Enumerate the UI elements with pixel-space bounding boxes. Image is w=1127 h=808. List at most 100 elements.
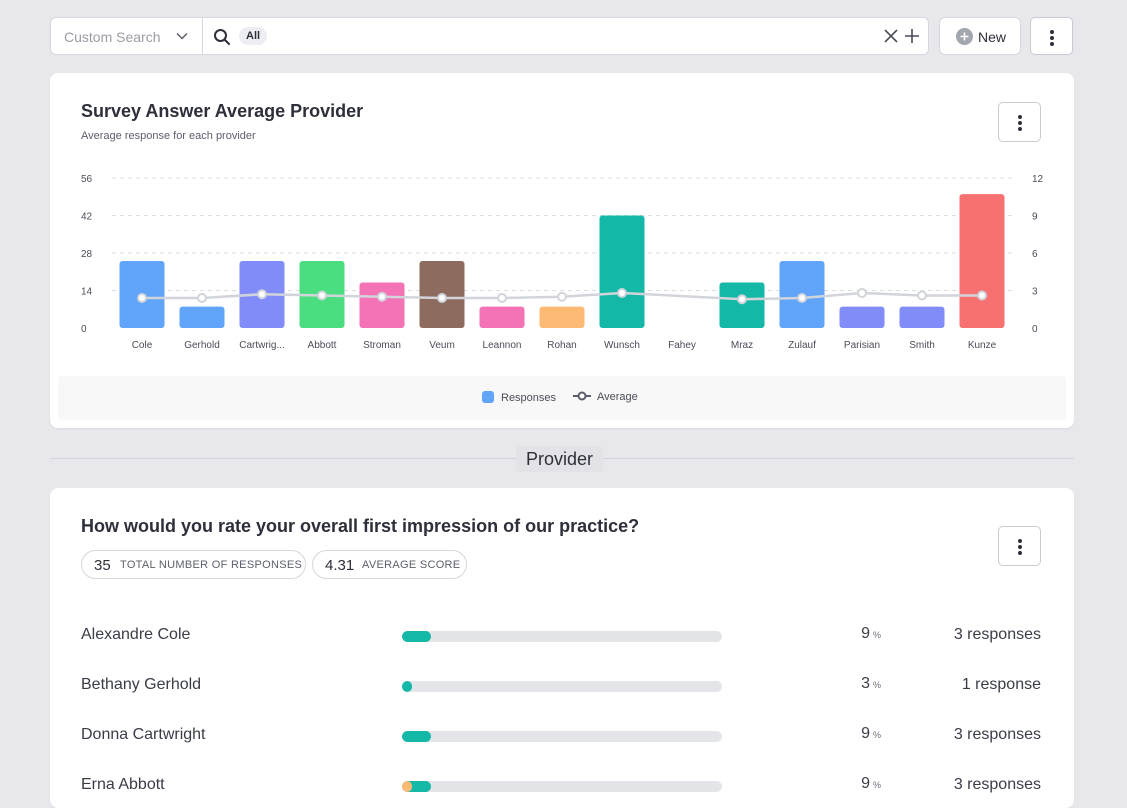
y-left-tick-label: 56 — [81, 174, 93, 185]
percent-unit: % — [872, 630, 881, 640]
x-tick-label: Kunze — [968, 340, 997, 351]
filter-chip-all[interactable]: All — [239, 27, 268, 45]
percent-unit: % — [872, 780, 881, 790]
more-dot — [1017, 539, 1022, 543]
average-point — [377, 291, 387, 302]
provider-name: Bethany Gerhold — [81, 676, 202, 693]
question-more-button[interactable] — [998, 526, 1041, 566]
stat-average-label: AVERAGE SCORE — [362, 559, 461, 571]
list-item: Alexandre Cole 9% 3 responses — [50, 625, 1074, 656]
y-left-tick-label: 28 — [81, 249, 93, 260]
chart-legend: Responses Average — [58, 376, 1066, 420]
average-point — [437, 293, 447, 303]
chart-title: Survey Answer Average Provider — [81, 101, 364, 121]
average-point — [557, 291, 567, 302]
legend-average-marker-icon — [573, 391, 591, 401]
x-tick-label: Wunsch — [604, 340, 640, 351]
x-tick-label: Mraz — [731, 340, 753, 351]
average-point — [977, 290, 987, 301]
average-point — [197, 293, 207, 303]
y-left-tick-label: 14 — [81, 287, 93, 298]
clear-icon[interactable] — [884, 29, 898, 43]
more-dot — [1049, 42, 1054, 46]
x-tick-label: Abbott — [308, 340, 337, 351]
add-filter-icon[interactable] — [904, 28, 920, 44]
question-title: How would you rate your overall first im… — [81, 516, 640, 536]
x-tick-label: Leannon — [483, 340, 522, 351]
progress-fill — [402, 731, 431, 742]
average-point — [497, 293, 507, 303]
more-dot — [1017, 127, 1022, 131]
provider-name: Donna Cartwright — [81, 726, 206, 743]
legend-responses[interactable]: Responses — [482, 391, 556, 404]
legend-average-label: Average — [597, 391, 638, 403]
more-dot — [1049, 30, 1054, 34]
response-count: 3 responses — [953, 726, 1041, 743]
chart-more-button[interactable] — [998, 102, 1041, 142]
average-line-gap — [621, 291, 743, 301]
average-point — [737, 294, 747, 305]
stat-total-value: 35 — [94, 557, 111, 574]
x-tick-label: Cartwrig... — [239, 340, 285, 351]
progress-bar — [402, 731, 722, 742]
bar-responses — [899, 306, 945, 328]
search-icon — [214, 29, 230, 45]
x-tick-label: Rohan — [547, 340, 576, 351]
chart-card: Survey Answer Average Provider Average r… — [50, 73, 1074, 428]
bar-line-chart: 0 14 28 42 56 0 3 6 9 12 Cole Gerhold Cartwrig... Abb… — [81, 174, 1044, 351]
custom-search-label: Custom Search — [64, 29, 161, 45]
average-point — [317, 290, 327, 301]
x-tick-label: Stroman — [363, 340, 401, 351]
percent-value: 9% — [861, 625, 881, 642]
bar-responses — [359, 282, 405, 328]
custom-search-dropdown[interactable]: Custom Search — [51, 18, 203, 54]
stat-average-value: 4.31 — [325, 557, 355, 574]
bar-responses — [539, 306, 585, 328]
chevron-down-icon — [176, 32, 188, 40]
bar-responses — [599, 215, 645, 328]
bar-responses — [839, 306, 885, 328]
x-tick-label: Zulauf — [788, 340, 816, 351]
y-left-tick-label: 42 — [81, 212, 93, 223]
stat-average-score: 4.31 AVERAGE SCORE — [312, 550, 467, 579]
average-point — [257, 289, 267, 300]
progress-bar — [402, 681, 722, 692]
response-count: 3 responses — [953, 776, 1041, 793]
list-item: Erna Abbott 9% 3 responses — [50, 775, 1074, 806]
more-dot — [1049, 36, 1054, 40]
y-right-tick-label: 12 — [1032, 174, 1044, 185]
percent-unit: % — [872, 730, 881, 740]
more-dot — [1017, 551, 1022, 555]
x-tick-label: Veum — [429, 340, 455, 351]
progress-bar — [402, 631, 722, 642]
search-bar: Custom Search All — [50, 17, 929, 55]
y-right-tick-label: 6 — [1032, 249, 1038, 260]
bar-responses — [959, 194, 1005, 328]
y-right-tick-label: 3 — [1032, 287, 1038, 298]
chart-subtitle: Average response for each provider — [81, 130, 256, 142]
x-tick-label: Cole — [132, 340, 153, 351]
average-point — [917, 290, 927, 301]
percent-value: 9% — [861, 725, 881, 742]
more-dot — [1017, 121, 1022, 125]
section-label-provider: Provider — [516, 446, 604, 472]
legend-responses-swatch — [482, 391, 494, 403]
percent-value: 3% — [861, 675, 881, 692]
legend-average[interactable]: Average — [573, 391, 638, 403]
y-left-tick-label: 0 — [81, 324, 87, 335]
average-point — [137, 293, 147, 303]
top-more-button[interactable] — [1030, 17, 1073, 55]
response-count: 1 response — [961, 676, 1041, 693]
y-right-tick-label: 9 — [1032, 212, 1038, 223]
y-right-tick-label: 0 — [1032, 324, 1038, 335]
list-item: Bethany Gerhold 3% 1 response — [50, 675, 1074, 706]
average-point — [797, 293, 807, 303]
question-card: How would you rate your overall first im… — [50, 488, 1074, 808]
new-button[interactable]: New — [939, 17, 1021, 55]
percent-unit: % — [872, 680, 881, 690]
provider-name: Erna Abbott — [81, 776, 165, 793]
x-tick-label: Parisian — [844, 340, 880, 351]
response-count: 3 responses — [953, 626, 1041, 643]
progress-fill — [402, 631, 431, 642]
percent-value: 9% — [861, 775, 881, 792]
